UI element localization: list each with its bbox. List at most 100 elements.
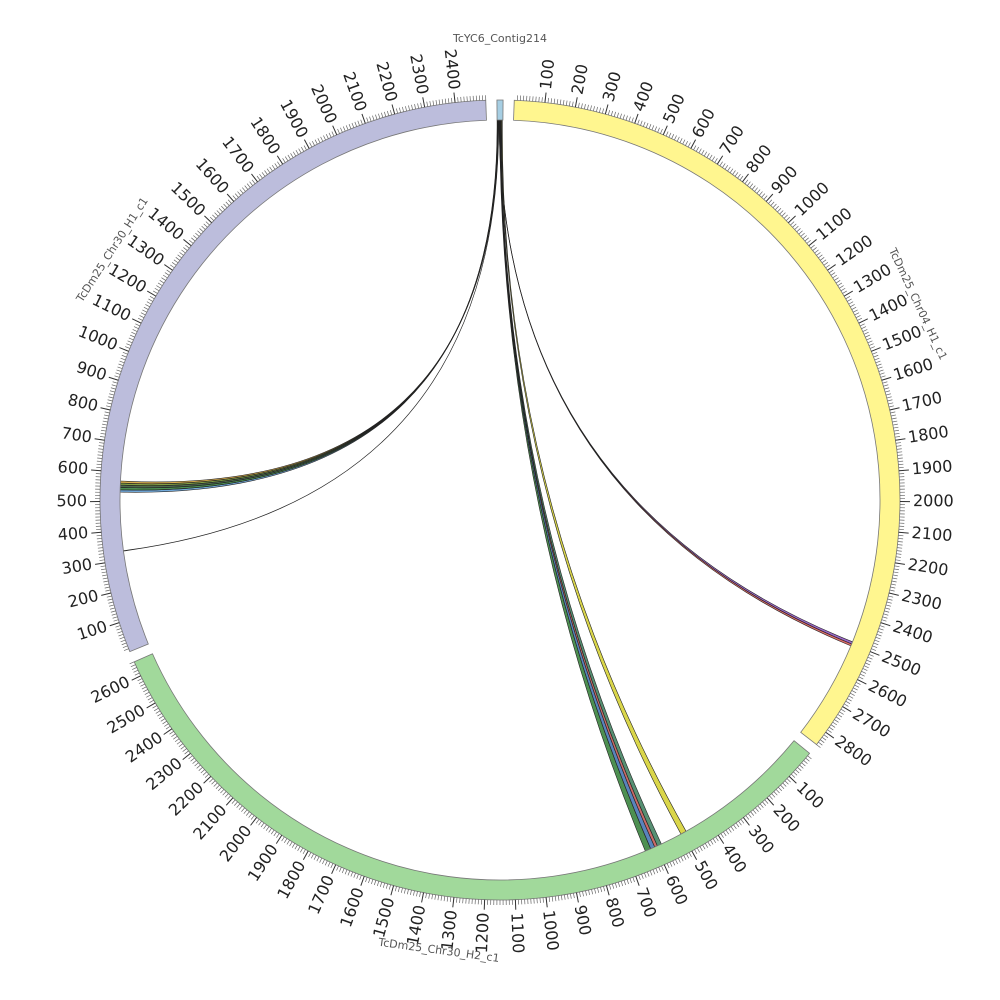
minor-tick (851, 306, 857, 310)
minor-tick (399, 107, 401, 113)
minor-tick (213, 782, 218, 787)
tick-label: 2400 (441, 48, 464, 91)
minor-tick (848, 695, 854, 699)
minor-tick (872, 352, 878, 355)
minor-tick (449, 896, 452, 902)
minor-tick (336, 865, 339, 871)
minor-tick (156, 285, 161, 289)
segment-label: TcYC6_Contig214 (452, 32, 547, 45)
minor-tick (183, 247, 188, 251)
major-tick (634, 113, 639, 124)
tick-label: 600 (688, 105, 719, 141)
minor-tick (676, 136, 680, 142)
minor-tick (456, 897, 458, 903)
major-tick (164, 264, 173, 271)
major-tick (788, 215, 796, 224)
minor-tick (683, 855, 687, 860)
minor-tick (102, 423, 108, 426)
minor-tick (868, 343, 874, 346)
tick-label: 400 (57, 523, 89, 544)
tick-label: 200 (567, 62, 591, 96)
minor-tick (775, 205, 779, 211)
major-tick (182, 752, 191, 761)
minor-tick (694, 849, 698, 855)
major-tick (204, 215, 212, 224)
minor-tick (821, 259, 827, 264)
minor-tick (232, 195, 237, 200)
minor-tick (143, 689, 148, 693)
minor-tick (209, 216, 215, 221)
minor-tick (102, 574, 108, 577)
minor-tick (102, 420, 108, 423)
minor-tick (887, 399, 893, 402)
minor-tick (698, 148, 702, 154)
minor-tick (444, 98, 447, 104)
minor-tick (162, 720, 167, 725)
tick-label: 800 (742, 141, 776, 177)
major-tick (742, 817, 750, 826)
minor-tick (97, 547, 103, 549)
minor-tick (387, 110, 390, 116)
minor-tick (311, 140, 315, 146)
tick-label: 700 (716, 122, 749, 158)
minor-tick (892, 423, 898, 426)
minor-tick (879, 625, 885, 628)
tick-label: 1100 (507, 912, 528, 953)
minor-tick (814, 249, 819, 254)
minor-tick (200, 769, 205, 774)
minor-tick (854, 684, 860, 688)
minor-tick (865, 662, 871, 666)
minor-tick (825, 264, 830, 269)
minor-tick (190, 757, 195, 762)
major-tick (163, 728, 173, 735)
link-ribbon (499, 119, 656, 850)
major-tick (453, 92, 456, 103)
tick-label: 600 (57, 457, 89, 478)
minor-tick (110, 610, 116, 613)
minor-tick (802, 235, 807, 239)
minor-tick (609, 884, 612, 890)
minor-tick (876, 633, 882, 637)
minor-tick (313, 855, 317, 860)
minor-tick (897, 541, 903, 543)
major-tick (94, 438, 105, 441)
minor-tick (341, 868, 345, 874)
minor-tick (680, 856, 684, 862)
minor-tick (286, 839, 290, 845)
major-tick (858, 318, 868, 324)
minor-tick (803, 760, 808, 764)
tick-label: 100 (75, 617, 110, 644)
minor-tick (133, 669, 139, 673)
minor-tick (702, 844, 706, 850)
minor-tick (599, 107, 601, 113)
minor-tick (672, 860, 676, 866)
minor-tick (108, 601, 114, 604)
minor-tick (101, 571, 107, 574)
minor-tick (818, 254, 823, 259)
minor-tick (408, 105, 410, 111)
minor-tick (149, 699, 154, 704)
minor-tick (390, 110, 393, 116)
minor-tick (810, 244, 815, 249)
minor-tick (97, 451, 103, 453)
minor-tick (685, 140, 689, 146)
minor-tick (117, 631, 123, 634)
minor-tick (771, 793, 776, 798)
minor-tick (103, 417, 109, 420)
minor-tick (665, 131, 669, 137)
minor-tick (300, 847, 304, 853)
minor-tick (619, 113, 622, 119)
major-tick (691, 850, 698, 861)
minor-tick (354, 121, 357, 127)
link-ribbon (119, 119, 499, 486)
minor-tick (330, 863, 334, 869)
minor-tick (728, 828, 732, 833)
tick-label: 2300 (142, 753, 186, 793)
minor-tick (832, 721, 838, 726)
minor-tick (176, 740, 182, 745)
minor-tick (895, 559, 901, 561)
tick-label: 2400 (122, 728, 166, 767)
minor-tick (579, 891, 581, 897)
minor-tick (764, 799, 769, 804)
minor-tick (126, 343, 132, 346)
